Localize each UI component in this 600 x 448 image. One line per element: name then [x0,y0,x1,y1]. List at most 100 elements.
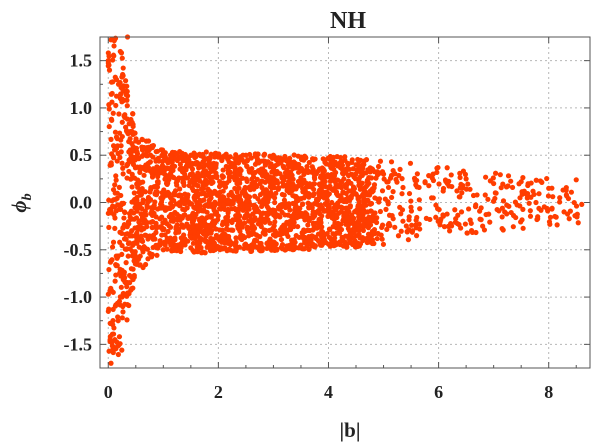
data-point [179,150,185,156]
data-point [256,247,263,253]
data-point [444,211,450,217]
data-point [119,315,125,321]
data-point [304,164,310,170]
data-point [130,266,136,272]
data-point [413,217,419,223]
data-point [172,163,178,169]
data-point [469,229,476,236]
data-point [161,170,167,176]
data-point [546,219,553,225]
data-point [147,233,153,239]
data-point [224,226,230,232]
data-point [545,193,552,199]
data-point [279,224,285,230]
data-point [233,159,239,165]
data-point [360,204,366,211]
data-point [549,205,555,211]
y-axis-label: ϕb [7,193,35,212]
data-point [232,185,238,192]
data-point [149,208,155,214]
data-point [272,210,278,216]
data-point [315,197,321,203]
data-point [379,188,386,194]
data-point [225,167,231,173]
data-point [128,176,134,182]
data-point [527,208,533,214]
data-point [254,176,260,182]
data-point [113,134,120,140]
data-point [396,172,402,179]
data-point [273,171,279,177]
data-point [512,199,519,205]
data-point [120,65,126,71]
data-point [113,102,119,109]
data-point [324,172,330,178]
data-point [457,194,463,200]
data-point [110,187,117,193]
data-point [242,184,248,191]
data-point [275,156,281,163]
data-point [153,220,159,226]
data-point [135,254,141,261]
data-point [259,203,265,210]
data-point [110,110,116,116]
data-point [177,186,183,192]
data-point [232,242,239,249]
data-point [462,171,469,177]
data-point [114,339,120,345]
data-point [554,222,560,228]
data-point [563,187,569,193]
y-tick-labels: -1.5 -1.0 -0.5 0.0 0.5 1.0 1.5 [64,51,93,355]
data-point [355,168,361,174]
data-point [363,191,369,198]
data-point [129,184,135,190]
data-point [182,171,188,177]
data-point [310,209,316,215]
data-point [399,176,405,182]
data-point [344,160,351,166]
y-axis-label-subscript: b [20,193,35,200]
data-point [234,181,240,187]
data-point [148,185,154,191]
data-point [121,236,128,242]
data-point [298,165,305,172]
data-point [105,308,111,314]
data-point [118,91,124,97]
data-point [331,238,338,245]
data-point [340,236,346,242]
data-point [414,184,420,190]
data-point [364,182,370,188]
data-point [525,181,531,187]
data-point [374,169,381,175]
data-point [267,164,273,170]
data-point [306,159,312,166]
data-point [221,231,228,237]
data-point [122,279,128,285]
data-point [365,209,371,215]
data-point [244,198,250,204]
data-point [359,193,365,199]
data-point [195,208,202,214]
data-point [406,190,413,197]
data-point [108,258,114,264]
data-point [197,197,203,204]
data-point [215,216,221,223]
data-point [369,189,375,195]
data-point [573,203,580,209]
data-point [139,147,146,153]
data-point [552,213,558,220]
data-point [173,151,180,157]
data-point [120,165,126,171]
data-point [126,168,132,175]
data-point [444,165,450,171]
data-point [107,320,113,326]
data-point [236,244,242,250]
data-point [337,182,343,188]
data-point [146,146,153,153]
data-point [338,227,345,233]
data-point [483,174,489,180]
data-point [354,207,360,213]
data-point [270,153,276,159]
data-point [413,225,419,231]
data-point [157,205,163,211]
